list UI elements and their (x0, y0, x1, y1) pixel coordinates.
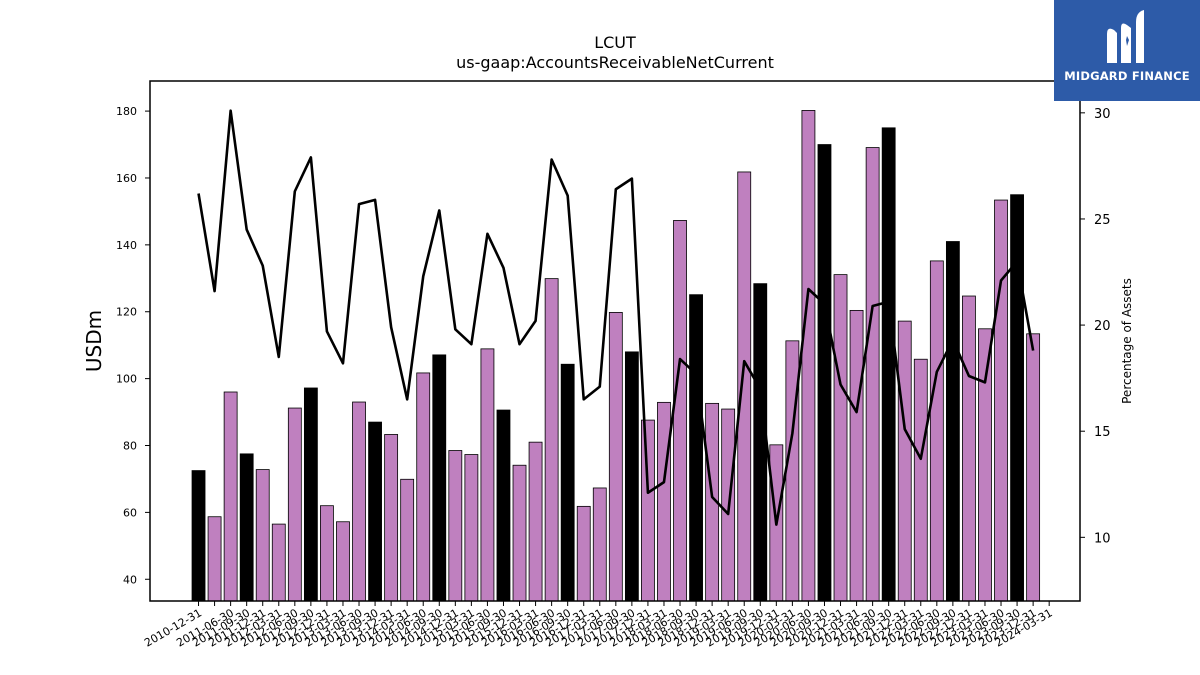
y-tick-label: 80 (123, 440, 137, 453)
y-axis-right: 10 15 20 25 30 (1080, 107, 1111, 546)
bar-2020-09-30 (817, 144, 832, 602)
bar-2016-09-30 (560, 363, 575, 602)
midgard-logo-icon (1107, 10, 1144, 64)
midgard-finance-logo: MIDGARD FINANCE (1054, 0, 1200, 101)
bar-series (191, 110, 1041, 602)
chart-subtitle: us-gaap:AccountsReceivableNetCurrent (456, 53, 774, 72)
y-tick-label: 40 (123, 573, 137, 586)
bar-2023-03-31 (978, 328, 992, 602)
bar-2023-09-30 (1010, 194, 1024, 602)
logo-brand-text: MIDGARD FINANCE (1064, 69, 1190, 83)
y-tick-label: 140 (116, 239, 137, 252)
line-series (197, 109, 1035, 526)
bar-2013-12-31 (384, 434, 399, 602)
y-axis-left: 40 60 80 100 120 140 160 180 (116, 105, 150, 586)
bar-2012-09-30 (303, 387, 318, 602)
y-tick-label: 60 (123, 506, 137, 519)
y-axis-label: USDm (82, 310, 106, 372)
x-axis: 2010-12-312011-06-302011-09-302011-12-31… (142, 601, 1055, 650)
y2-tick-label: 30 (1094, 107, 1111, 122)
bar-2022-09-30 (945, 241, 960, 602)
bar-2018-03-31 (657, 401, 671, 602)
bar-2017-03-31 (592, 487, 607, 602)
bar-2022-12-31 (962, 295, 976, 602)
bar-2011-12-31 (255, 469, 270, 602)
bar-2023-12-31 (1026, 333, 1041, 602)
bar-2015-09-30 (496, 409, 511, 602)
chart-title: LCUT (594, 33, 636, 52)
bar-2016-06-30 (544, 278, 559, 602)
bar-2019-06-30 (737, 171, 752, 602)
bar-2010-12-31 (191, 470, 206, 602)
plot-frame (149, 80, 1081, 602)
bar-2014-06-30 (416, 372, 431, 602)
y2-tick-label: 25 (1094, 213, 1111, 228)
bar-2020-03-31 (785, 340, 800, 602)
y2-tick-label: 20 (1094, 319, 1111, 334)
bar-2011-06-30 (223, 391, 238, 602)
bar-2011-03-31 (207, 516, 222, 602)
y-tick-label: 180 (116, 105, 137, 118)
bar-2014-12-31 (448, 450, 463, 602)
bar-2013-03-31 (336, 521, 350, 602)
y-tick-label: 120 (116, 306, 137, 319)
bar-2020-06-30 (801, 110, 816, 602)
percentage-line (197, 109, 1035, 526)
bar-2016-03-31 (528, 441, 543, 602)
bar-2017-12-31 (641, 419, 655, 602)
bar-2015-06-30 (480, 348, 495, 602)
y-tick-label: 160 (116, 172, 137, 185)
bar-2013-09-30 (368, 421, 382, 602)
bar-2018-09-30 (689, 294, 703, 602)
bar-2021-09-30 (881, 127, 896, 602)
bar-2018-06-30 (673, 220, 687, 602)
y2-tick-label: 15 (1094, 425, 1111, 440)
bar-2023-06-30 (994, 199, 1008, 602)
bar-2016-12-31 (576, 505, 591, 602)
bar-2013-06-30 (352, 401, 366, 602)
bar-2022-03-31 (913, 358, 928, 602)
bar-2015-12-31 (512, 464, 527, 602)
bar-2017-06-30 (608, 312, 623, 602)
bar-2012-12-31 (320, 505, 334, 602)
y2-axis-label: Percentage of Assets (1120, 278, 1134, 404)
bar-2019-09-30 (753, 283, 768, 602)
bar-2015-03-31 (464, 454, 479, 602)
bar-2011-09-30 (239, 453, 254, 602)
bar-2022-06-30 (929, 260, 944, 602)
bar-2017-09-30 (624, 351, 639, 602)
y2-tick-label: 10 (1094, 531, 1111, 546)
bar-2014-09-30 (432, 354, 447, 602)
bar-2021-06-30 (865, 147, 880, 602)
bar-2012-03-31 (271, 523, 286, 602)
bar-2012-06-30 (287, 407, 302, 602)
bar-2021-12-31 (897, 320, 912, 602)
bar-2020-12-31 (833, 274, 848, 602)
bar-2014-03-31 (400, 478, 415, 602)
bar-2021-03-31 (849, 309, 864, 602)
y-tick-label: 100 (116, 373, 137, 386)
